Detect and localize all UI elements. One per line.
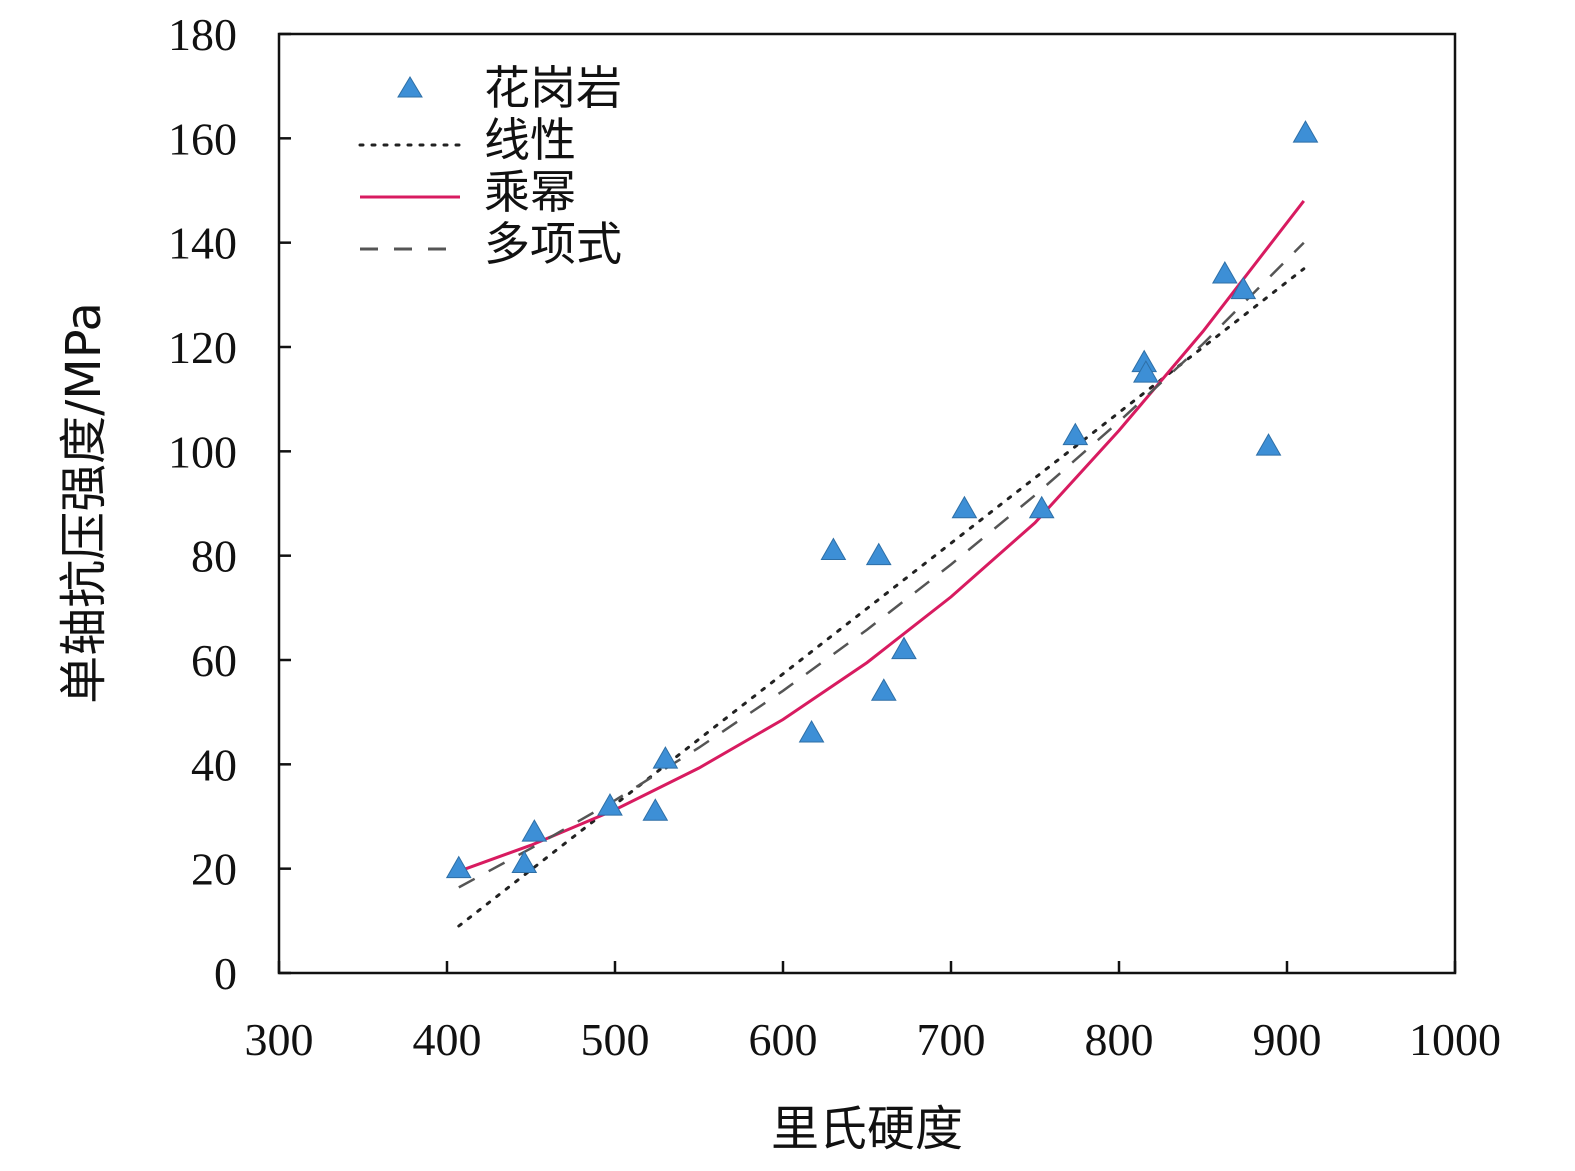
x-axis-title: 里氏硬度 <box>771 1101 963 1157</box>
data-point <box>798 720 825 743</box>
data-point <box>1133 360 1159 383</box>
x-tick-label: 800 <box>1085 1014 1154 1065</box>
y-axis-title: 单轴抗压强度/MPa <box>56 302 112 704</box>
data-point <box>1028 495 1055 519</box>
data-point <box>1230 276 1257 300</box>
x-tick-label: 900 <box>1253 1014 1322 1065</box>
y-axis-ticks: 0 20 40 60 80 100 120 140 160 180 <box>168 9 291 999</box>
fit-lines <box>457 199 1306 928</box>
polynomial-fit-line <box>458 241 1305 889</box>
data-point <box>820 537 847 560</box>
x-tick-label: 700 <box>917 1014 986 1065</box>
data-point <box>511 850 538 873</box>
y-tick-label: 100 <box>168 426 237 477</box>
y-tick-label: 80 <box>191 531 237 582</box>
x-tick-label: 400 <box>413 1014 482 1065</box>
y-tick-label: 140 <box>168 218 237 269</box>
data-point <box>870 678 897 701</box>
x-tick-label: 500 <box>581 1014 650 1065</box>
y-tick-label: 180 <box>168 9 237 60</box>
legend-label-granite: 花岗岩 <box>484 61 622 115</box>
data-point <box>865 542 892 566</box>
legend-marker-triangle-icon <box>397 76 423 98</box>
data-point <box>597 793 623 816</box>
y-tick-label: 40 <box>191 739 237 790</box>
data-point <box>521 819 548 842</box>
data-point <box>1211 260 1238 284</box>
data-point <box>445 855 472 879</box>
data-point <box>891 636 917 660</box>
legend-label-power: 乘幂 <box>484 165 576 219</box>
legend: 花岗岩 线性 乘幂 多项式 <box>358 61 622 271</box>
data-point <box>652 746 679 769</box>
data-point <box>1292 120 1319 143</box>
y-tick-label: 160 <box>168 113 237 164</box>
y-tick-label: 0 <box>214 948 237 999</box>
x-tick-label: 600 <box>749 1014 818 1065</box>
x-tick-label: 1000 <box>1409 1014 1501 1065</box>
y-tick-label: 60 <box>191 635 237 686</box>
data-point <box>642 798 669 821</box>
plot-frame <box>277 32 1457 975</box>
x-tick-label: 300 <box>245 1014 314 1065</box>
data-points <box>445 120 1319 879</box>
y-tick-label: 20 <box>191 844 237 895</box>
data-point <box>951 495 978 519</box>
y-tick-label: 120 <box>168 322 237 373</box>
x-axis-ticks: 300 400 500 600 700 800 900 1000 <box>245 961 1501 1065</box>
data-point <box>1255 433 1282 456</box>
data-point <box>1062 422 1089 446</box>
power-fit-line <box>458 199 1305 873</box>
legend-label-polynomial: 多项式 <box>484 217 622 271</box>
legend-label-linear: 线性 <box>484 113 576 167</box>
